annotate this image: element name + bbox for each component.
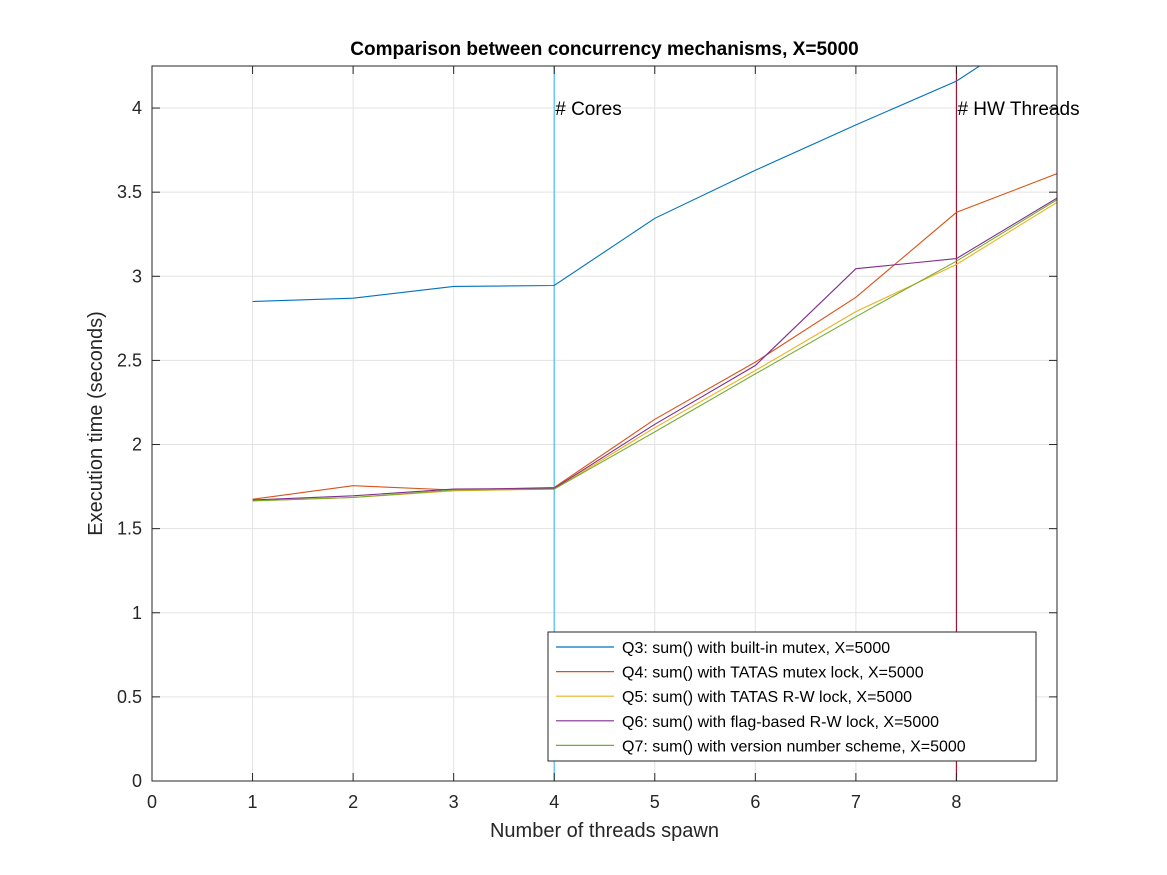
- x-tick-label: 0: [147, 792, 157, 812]
- x-tick-label: 4: [549, 792, 559, 812]
- series-line: [252, 66, 981, 303]
- x-tick-label: 8: [951, 792, 961, 812]
- series-line: [252, 197, 1057, 501]
- legend-entry-label: Q4: sum() with TATAS mutex lock, X=5000: [622, 665, 924, 682]
- annotation-label: # HW Threads: [957, 99, 1079, 120]
- ticks: 0 1 2 3 4 5 6 7 8 0 0.5 1 1.5 2 2.5 3 3.5 4: [117, 66, 1057, 812]
- y-tick-label: 3: [132, 266, 142, 286]
- y-tick-label: 1: [132, 603, 142, 623]
- legend-entry-label: Q7: sum() with version number scheme, X=…: [622, 738, 966, 755]
- x-tick-label: 3: [449, 792, 459, 812]
- legend-entry-label: Q3: sum() with built-in mutex, X=5000: [622, 640, 890, 657]
- axes-box: [151, 65, 1058, 782]
- x-axis-label: Number of threads spawn: [490, 820, 719, 842]
- annotations: # Cores # HW Threads: [555, 99, 1079, 120]
- legend-box: [547, 631, 1037, 762]
- x-tick-label: 7: [851, 792, 861, 812]
- legend: Q3: sum() with built-in mutex, X=5000 Q4:…: [547, 631, 1037, 762]
- y-tick-label: 0.5: [117, 687, 142, 707]
- series-line: [252, 173, 1057, 500]
- legend-entry-label: Q5: sum() with TATAS R-W lock, X=5000: [622, 689, 912, 706]
- chart-title: Comparison between concurrency mechanism…: [350, 39, 858, 60]
- y-tick-label: 1.5: [117, 519, 142, 539]
- y-tick-label: 2.5: [117, 350, 142, 370]
- y-tick-label: 3.5: [117, 182, 142, 202]
- x-tick-label: 6: [750, 792, 760, 812]
- legend-entry-label: Q6: sum() with flag-based R-W lock, X=50…: [622, 714, 939, 731]
- annotation-label: # Cores: [555, 99, 622, 120]
- x-tick-label: 5: [650, 792, 660, 812]
- x-tick-label: 2: [348, 792, 358, 812]
- x-tick-label: 1: [248, 792, 258, 812]
- series-line: [252, 199, 1057, 502]
- y-axis-label: Execution time (seconds): [85, 311, 107, 536]
- y-tick-label: 2: [132, 435, 142, 455]
- y-tick-label: 0: [132, 771, 142, 791]
- y-tick-label: 4: [132, 98, 142, 118]
